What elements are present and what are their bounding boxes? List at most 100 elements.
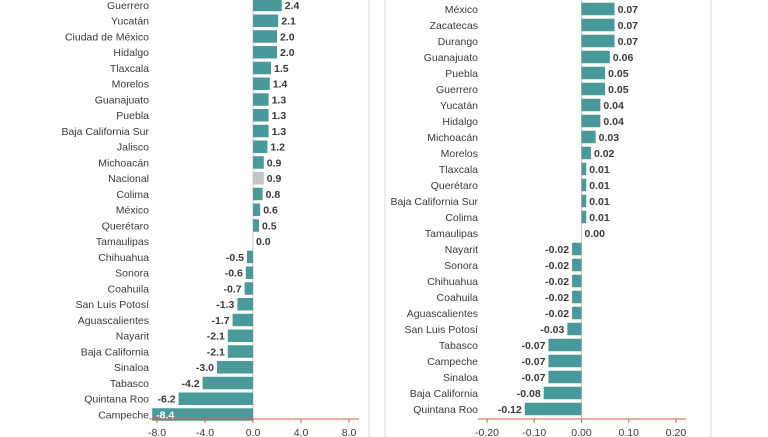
value-label: 0.05 <box>608 68 629 80</box>
bar-row-nayarit: Nayarit -0.02 <box>445 242 582 256</box>
bar <box>152 408 253 421</box>
bar <box>572 290 582 304</box>
bar <box>253 93 269 106</box>
bar <box>581 82 606 96</box>
value-label: 0.02 <box>594 148 615 160</box>
bar <box>581 178 587 192</box>
bar-row-coahuila: Coahuila -0.02 <box>437 290 582 304</box>
bar <box>227 329 253 342</box>
value-label: -0.03 <box>540 324 564 336</box>
category-label: Nacional <box>108 173 149 185</box>
bar <box>581 162 587 176</box>
bar <box>232 313 253 327</box>
value-label: 0.01 <box>589 180 610 192</box>
value-label: -0.02 <box>545 244 569 256</box>
value-label: -1.7 <box>212 315 230 327</box>
value-label: -0.02 <box>545 276 569 288</box>
bar-row-morelos: Morelos 0.02 <box>441 146 615 160</box>
category-label: Aguascalientes <box>78 315 149 327</box>
bar <box>572 258 582 272</box>
category-label: Tamaulipas <box>425 228 478 240</box>
bar-row-chihuahua: Chihuahua -0.5 <box>98 250 253 264</box>
bar <box>237 298 253 311</box>
bar-row-jalisco: Jalisco 1.2 <box>117 140 285 154</box>
bar <box>548 338 582 352</box>
bar <box>178 392 253 405</box>
bar <box>581 98 601 112</box>
bar-row-campeche: Campeche -8.4 <box>98 408 253 421</box>
bar <box>253 140 268 153</box>
bar <box>253 61 271 75</box>
x-tick-label: 0.20 <box>666 427 687 437</box>
bar <box>253 187 263 201</box>
bar <box>548 354 582 368</box>
bar-row-campeche: Campeche -0.07 <box>427 354 582 368</box>
value-label: 2.0 <box>280 31 295 43</box>
value-label: -2.1 <box>207 331 225 343</box>
category-label: Tamaulipas <box>96 236 149 248</box>
category-label: Michoacán <box>98 157 149 169</box>
category-label: Morelos <box>441 148 478 160</box>
category-label: Puebla <box>445 68 478 80</box>
category-label: Baja California Sur <box>61 126 149 138</box>
bar <box>253 203 261 216</box>
bar-row-baja-california: Baja California -2.1 <box>81 345 253 358</box>
x-tick-label: 8.0 <box>342 427 357 437</box>
value-label: 0.8 <box>266 189 281 201</box>
bar <box>581 34 615 48</box>
category-label: Morelos <box>112 79 149 91</box>
value-label: 1.3 <box>272 94 287 106</box>
bar <box>581 146 591 160</box>
x-tick-label: -8.0 <box>148 427 166 437</box>
category-label: Tabasco <box>439 340 478 352</box>
category-label: México <box>116 205 149 217</box>
value-label: 0.04 <box>603 116 624 128</box>
bar-row-sonora: Sonora -0.02 <box>444 258 582 272</box>
category-label: Yucatán <box>440 100 478 112</box>
category-label: Puebla <box>116 110 149 122</box>
x-tick-label: -4.0 <box>196 427 214 437</box>
value-label: -1.3 <box>216 299 234 311</box>
bar <box>227 345 253 358</box>
bar <box>581 114 601 128</box>
value-label: 0.07 <box>618 4 639 16</box>
bar-row-yucatan: Yucatán 2.1 <box>111 14 296 28</box>
category-label: Hidalgo <box>113 47 149 59</box>
bar-row-tamaulipas: Tamaulipas 0.0 <box>96 236 271 248</box>
category-label: Tabasco <box>110 378 149 390</box>
bar <box>253 0 282 12</box>
category-label: Quintana Roo <box>413 404 478 416</box>
category-label: Campeche <box>427 356 478 368</box>
value-label: 1.3 <box>272 126 287 138</box>
bar-row-zacatecas: Zacatecas 0.07 <box>430 18 638 32</box>
value-label: -0.07 <box>521 340 545 352</box>
bar <box>253 30 277 43</box>
category-label: Hidalgo <box>442 116 478 128</box>
bar <box>572 306 582 320</box>
bar-row-nayarit: Nayarit -2.1 <box>116 329 253 343</box>
bar-row-hidalgo: Hidalgo 2.0 <box>113 46 295 59</box>
bar-row-guerrero: Guerrero 0.05 <box>436 82 629 96</box>
value-label: 0.9 <box>267 173 282 185</box>
value-label: 0.5 <box>262 220 277 232</box>
category-label: Coahuila <box>437 292 479 304</box>
bar-row-puebla: Puebla 0.05 <box>445 66 629 80</box>
bar-row-puebla: Puebla 1.3 <box>116 109 286 122</box>
category-label: Querétaro <box>102 220 149 232</box>
value-label: -6.2 <box>158 394 176 406</box>
bar <box>253 219 259 232</box>
category-label: Colima <box>445 212 478 224</box>
bar-row-quintana-roo: Quintana Roo -6.2 <box>84 392 253 406</box>
category-label: Guanajuato <box>95 94 149 106</box>
category-label: Ciudad de México <box>65 31 149 43</box>
bar-row-sonora: Sonora -0.6 <box>115 266 253 280</box>
category-label: Tlaxcala <box>110 63 149 75</box>
bar <box>543 386 582 400</box>
x-tick-label: -0.10 <box>522 427 546 437</box>
bar <box>253 124 269 138</box>
value-label: -0.12 <box>498 404 522 416</box>
value-label: 1.2 <box>270 142 285 154</box>
bar-row-colima: Colima 0.8 <box>116 187 281 201</box>
bar-row-aguascalientes: Aguascalientes -1.7 <box>78 313 253 327</box>
